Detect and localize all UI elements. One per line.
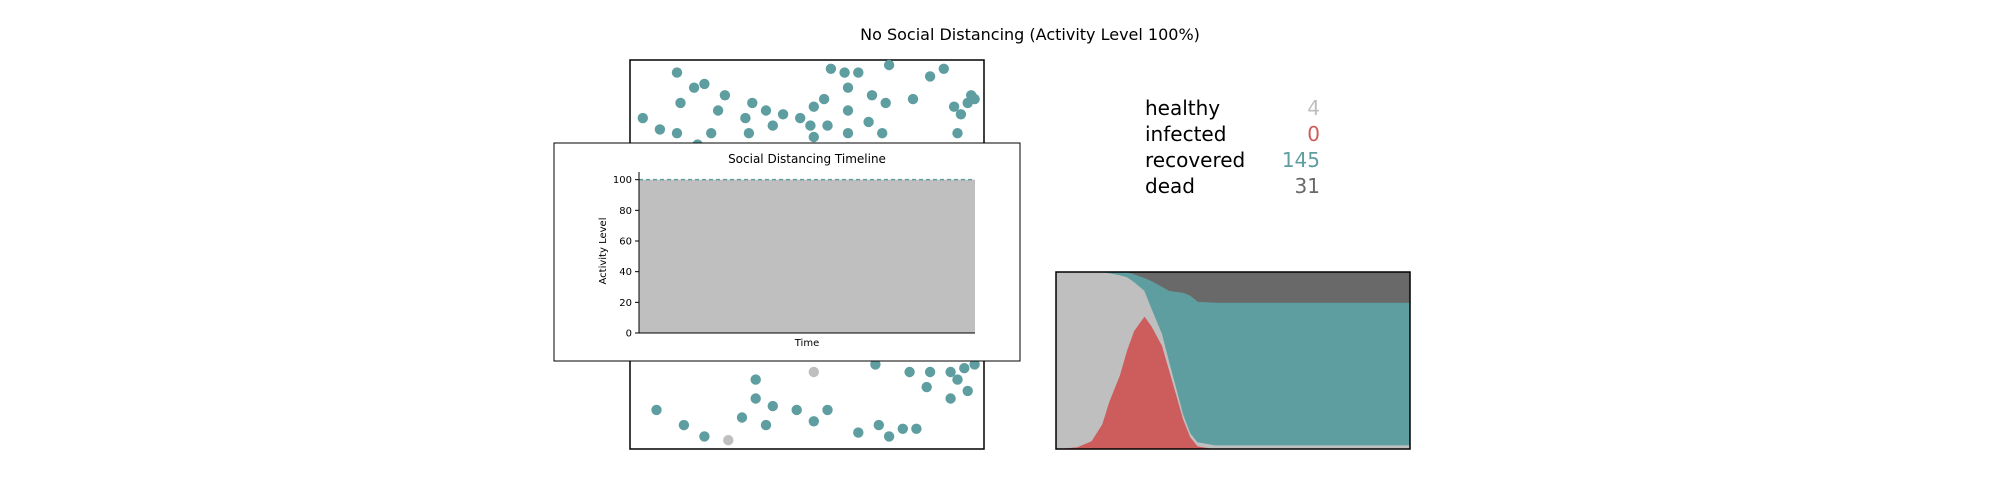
recovered-point <box>808 131 819 143</box>
recovered-point <box>719 90 731 101</box>
recovered-point <box>795 112 806 124</box>
population-stats: healthy 4 infected 0 recovered 145 dead 31 <box>1145 96 1320 198</box>
recovered-point <box>651 404 662 416</box>
timeline-y-tick-label: 60 <box>619 237 632 248</box>
recovered-point <box>678 419 690 431</box>
recovered-point <box>743 128 755 139</box>
recovered-point <box>952 128 963 139</box>
recovered-point <box>767 400 778 412</box>
recovered-point <box>955 109 967 120</box>
recovered-point <box>938 63 949 74</box>
recovered-point <box>952 374 963 385</box>
recovered-point <box>907 93 919 105</box>
recovered-point <box>822 120 833 131</box>
timeline-title: Social Distancing Timeline <box>728 152 886 166</box>
recovered-point <box>791 404 802 416</box>
recovered-point <box>911 423 922 434</box>
epidemic-area-panel <box>1055 271 1411 450</box>
recovered-point <box>767 120 778 131</box>
recovered-point <box>805 120 816 131</box>
recovered-point <box>969 93 980 105</box>
recovered-point <box>870 359 881 370</box>
timeline-y-tick-label: 80 <box>619 206 632 217</box>
recovered-point <box>924 366 936 378</box>
recovered-point <box>688 82 700 93</box>
stat-healthy-value: 4 <box>1307 96 1320 120</box>
recovered-point <box>866 90 878 101</box>
recovered-point <box>842 82 854 93</box>
stat-dead-label: dead <box>1145 174 1195 198</box>
stat-infected-label: infected <box>1145 122 1226 146</box>
figure-title: No Social Distancing (Activity Level 100… <box>860 25 1200 44</box>
recovered-point <box>654 124 666 135</box>
stat-recovered-value: 145 <box>1282 148 1320 172</box>
recovered-point <box>712 105 724 116</box>
recovered-point <box>736 412 748 423</box>
recovered-point <box>818 93 830 105</box>
recovered-point <box>883 431 895 442</box>
recovered-point <box>962 385 973 397</box>
recovered-point <box>825 63 837 74</box>
recovered-point <box>897 423 908 434</box>
timeline-activity-fill <box>639 179 975 333</box>
recovered-point <box>808 416 819 427</box>
recovered-point <box>921 381 932 393</box>
timeline-window: Social Distancing Timeline 020406080100 … <box>553 142 1021 362</box>
timeline-y-tick-label: 40 <box>619 267 632 278</box>
timeline-y-axis-label: Activity Level <box>598 218 609 285</box>
recovered-point <box>637 112 648 124</box>
recovered-point <box>853 427 864 438</box>
epidemic-area-layers <box>1055 271 1411 450</box>
healthy-point <box>808 366 819 378</box>
recovered-point <box>842 105 854 116</box>
recovered-point <box>699 431 710 442</box>
stat-recovered-label: recovered <box>1145 148 1245 172</box>
recovered-point <box>969 359 980 370</box>
recovered-point <box>760 105 772 116</box>
recovered-point <box>842 128 854 139</box>
recovered-point <box>747 97 758 109</box>
timeline-y-tick-label: 20 <box>619 298 632 309</box>
recovered-point <box>877 128 888 139</box>
recovered-point <box>671 128 683 139</box>
recovered-point <box>706 128 717 139</box>
recovered-point <box>777 109 789 120</box>
recovered-point <box>863 116 874 128</box>
recovered-point <box>839 67 850 78</box>
recovered-point <box>671 67 683 78</box>
recovered-point <box>750 374 761 385</box>
recovered-point <box>883 59 895 71</box>
recovered-point <box>750 393 761 404</box>
timeline-y-tick-label: 100 <box>613 175 632 186</box>
recovered-point <box>948 101 960 112</box>
recovered-point <box>853 67 864 78</box>
stat-infected-value: 0 <box>1307 122 1320 146</box>
stat-healthy-label: healthy <box>1145 96 1220 120</box>
recovered-point <box>945 393 956 404</box>
recovered-point <box>675 97 686 109</box>
recovered-point <box>699 78 710 90</box>
timeline-y-tick-label: 0 <box>626 329 632 340</box>
recovered-point <box>873 419 884 431</box>
epidemic-area-frame <box>1055 271 1411 450</box>
stat-dead-value: 31 <box>1295 174 1320 198</box>
recovered-point <box>740 112 751 124</box>
timeline-plot: 0 20 40 60 80 100 <box>613 172 975 340</box>
recovered-point <box>880 97 891 109</box>
recovered-point <box>959 363 970 374</box>
recovered-point <box>945 366 956 378</box>
healthy-point <box>723 435 734 446</box>
timeline-x-axis-label: Time <box>794 338 819 349</box>
recovered-point <box>760 419 772 431</box>
recovered-point <box>904 366 915 378</box>
recovered-point <box>808 101 819 112</box>
recovered-point <box>822 404 833 416</box>
recovered-point <box>924 71 936 82</box>
